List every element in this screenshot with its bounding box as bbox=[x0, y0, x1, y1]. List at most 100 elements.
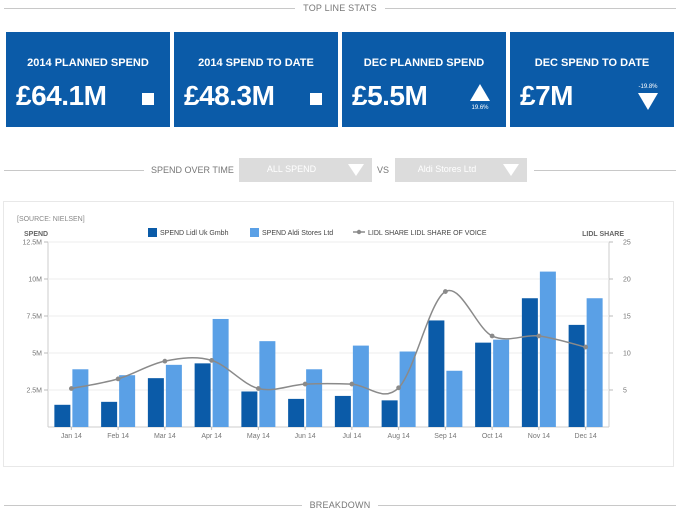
legend-swatch-lidl-spend bbox=[148, 228, 157, 237]
top-line-stats-header: TOP LINE STATS bbox=[0, 1, 680, 15]
x-tick-label: Jan 14 bbox=[61, 433, 82, 440]
chart-source: [SOURCE: NIELSEN] bbox=[17, 216, 85, 223]
bar-aldi-spend[interactable] bbox=[586, 298, 603, 427]
legend-label[interactable]: LIDL SHARE LIDL SHARE OF VOICE bbox=[368, 230, 487, 237]
spend-over-time-chart: [SOURCE: NIELSEN] SPEND LIDL SHARE SPEND… bbox=[17, 216, 631, 440]
share-line-point[interactable] bbox=[162, 358, 168, 364]
bar-lidl-spend[interactable] bbox=[521, 298, 538, 427]
bar-aldi-spend[interactable] bbox=[493, 339, 510, 427]
kpi-label: 2014 PLANNED SPEND bbox=[27, 57, 149, 69]
x-tick-label: Sep 14 bbox=[434, 433, 456, 440]
kpi-dec-planned-spend[interactable]: DEC PLANNED SPEND £5.5M 19.6% bbox=[342, 32, 506, 127]
bar-lidl-spend[interactable] bbox=[428, 320, 445, 427]
bar-aldi-spend[interactable] bbox=[212, 318, 229, 427]
divider bbox=[4, 170, 144, 171]
share-line-point[interactable] bbox=[302, 381, 308, 387]
competitor-dropdown[interactable]: Aldi Stores Ltd bbox=[395, 158, 527, 182]
triangle-down-icon bbox=[638, 93, 658, 110]
triangle-up-icon bbox=[470, 84, 490, 101]
bar-aldi-spend[interactable] bbox=[72, 369, 89, 427]
vs-label: VS bbox=[377, 165, 390, 175]
breakdown-header: BREAKDOWN bbox=[0, 498, 680, 512]
y2-tick-label: 15 bbox=[623, 314, 631, 321]
bar-lidl-spend[interactable] bbox=[54, 404, 71, 427]
section-title-top-line-stats: TOP LINE STATS bbox=[303, 3, 377, 13]
share-line-point[interactable] bbox=[583, 344, 589, 350]
share-line-point[interactable] bbox=[255, 386, 261, 391]
y-axis-ticks: 2.5M 5M 7.5M 10M 12.5M bbox=[23, 240, 43, 395]
spend-over-time-title: SPEND OVER TIME bbox=[151, 165, 234, 175]
chevron-down-icon bbox=[503, 164, 519, 176]
y-tick-label: 5M bbox=[32, 351, 42, 358]
y-tick-label: 7.5M bbox=[26, 314, 42, 321]
divider bbox=[384, 7, 676, 9]
share-line-point[interactable] bbox=[396, 385, 402, 391]
x-tick-label: Feb 14 bbox=[107, 433, 129, 440]
bar-lidl-spend[interactable] bbox=[194, 363, 211, 427]
share-line-point[interactable] bbox=[68, 386, 74, 391]
x-tick-label: Jun 14 bbox=[295, 433, 316, 440]
bar-lidl-spend[interactable] bbox=[147, 378, 164, 427]
kpi-value: £48.3M bbox=[184, 80, 275, 111]
bar-lidl-spend[interactable] bbox=[101, 401, 118, 427]
divider bbox=[4, 504, 302, 506]
kpi-label: DEC SPEND TO DATE bbox=[534, 57, 650, 69]
bar-aldi-spend[interactable] bbox=[119, 375, 136, 427]
spend-over-time-filter-bar: SPEND OVER TIME ALL SPEND VS Aldi Stores… bbox=[0, 158, 680, 182]
bar-aldi-spend[interactable] bbox=[306, 369, 323, 427]
bar-aldi-spend[interactable] bbox=[539, 271, 556, 427]
kpi-value: £5.5M bbox=[352, 80, 428, 111]
x-tick-label: Dec 14 bbox=[575, 433, 597, 440]
share-line bbox=[68, 289, 589, 395]
dropdown-value: ALL SPEND bbox=[266, 164, 317, 174]
kpi-planned-spend-2014[interactable]: 2014 PLANNED SPEND £64.1M bbox=[6, 32, 170, 127]
share-line-point[interactable] bbox=[536, 333, 542, 339]
x-tick-label: May 14 bbox=[247, 433, 270, 440]
dropdown-value: Aldi Stores Ltd bbox=[417, 164, 477, 174]
kpi-value: £7M bbox=[520, 80, 573, 111]
legend-label[interactable]: SPEND Lidl Uk Gmbh bbox=[160, 230, 229, 237]
bar-lidl-spend[interactable] bbox=[381, 400, 398, 427]
x-tick-label: Apr 14 bbox=[201, 433, 222, 440]
bar-lidl-spend[interactable] bbox=[241, 391, 258, 427]
x-tick-label: Oct 14 bbox=[482, 433, 503, 440]
square-icon bbox=[142, 93, 154, 105]
bar-lidl-spend[interactable] bbox=[475, 342, 492, 427]
kpi-spend-to-date-2014[interactable]: 2014 SPEND TO DATE £48.3M bbox=[174, 32, 338, 127]
kpi-value: £64.1M bbox=[16, 80, 107, 111]
bar-aldi-spend[interactable] bbox=[399, 351, 416, 427]
bar-aldi-spend[interactable] bbox=[259, 341, 276, 427]
y2-tick-label: 10 bbox=[623, 351, 631, 358]
kpi-label: DEC PLANNED SPEND bbox=[363, 57, 485, 69]
legend-label[interactable]: SPEND Aldi Stores Ltd bbox=[262, 230, 333, 237]
y2-tick-label: 20 bbox=[623, 277, 631, 284]
x-tick-label: Jul 14 bbox=[343, 433, 362, 440]
y-axis-label: SPEND bbox=[24, 231, 48, 238]
y2-tick-label: 5 bbox=[623, 388, 627, 395]
y-tick-label: 2.5M bbox=[26, 388, 42, 395]
kpi-row: 2014 PLANNED SPEND £64.1M 2014 SPEND TO … bbox=[6, 32, 674, 127]
bar-lidl-spend[interactable] bbox=[288, 398, 305, 427]
chart-legend: SPEND Lidl Uk Gmbh SPEND Aldi Stores Ltd… bbox=[148, 228, 487, 237]
chart-bars bbox=[54, 271, 603, 427]
divider bbox=[4, 7, 296, 9]
share-line-point[interactable] bbox=[489, 333, 495, 339]
share-line-point[interactable] bbox=[115, 376, 121, 382]
x-tick-label: Nov 14 bbox=[528, 433, 550, 440]
square-icon bbox=[310, 93, 322, 105]
share-line-point[interactable] bbox=[442, 289, 448, 294]
spend-type-dropdown[interactable]: ALL SPEND bbox=[239, 158, 372, 182]
bar-lidl-spend[interactable] bbox=[568, 324, 585, 427]
kpi-label: 2014 SPEND TO DATE bbox=[198, 57, 314, 69]
divider bbox=[534, 170, 676, 171]
share-line-point[interactable] bbox=[209, 358, 215, 363]
bar-lidl-spend[interactable] bbox=[334, 395, 351, 427]
kpi-dec-spend-to-date[interactable]: DEC SPEND TO DATE £7M -19.8% bbox=[510, 32, 674, 127]
bar-aldi-spend[interactable] bbox=[446, 370, 463, 427]
legend-swatch-aldi-spend bbox=[250, 228, 259, 237]
x-axis-ticks: Jan 14 Feb 14 Mar 14 Apr 14 May 14 Jun 14 Jul … bbox=[61, 433, 597, 440]
bar-aldi-spend[interactable] bbox=[165, 364, 182, 427]
share-line-point[interactable] bbox=[349, 381, 355, 387]
y2-tick-label: 25 bbox=[623, 240, 631, 247]
chart-gridlines bbox=[44, 241, 613, 430]
